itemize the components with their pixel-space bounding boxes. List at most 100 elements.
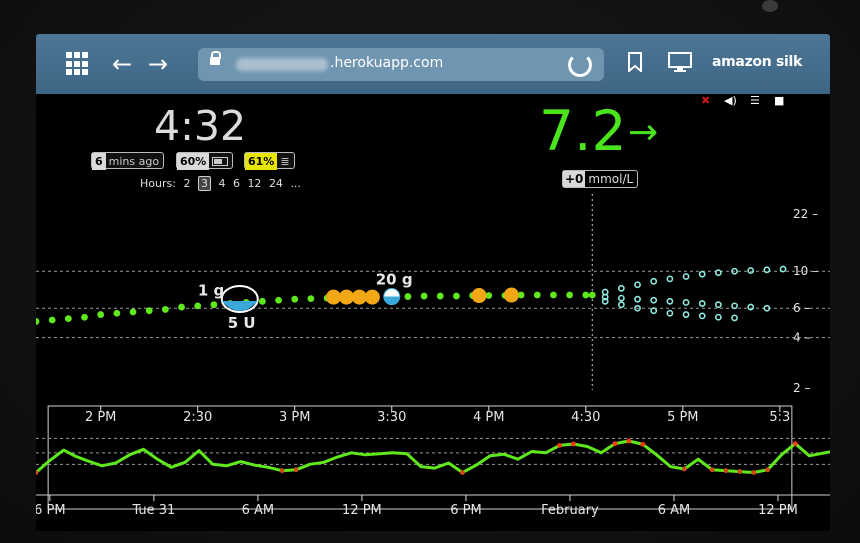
bg-reading-dot — [291, 295, 299, 303]
carb-marker — [503, 287, 519, 303]
bg-reading-dot — [210, 301, 218, 309]
y-tick-label: 4 – — [793, 331, 810, 345]
hours-option[interactable]: 4 — [218, 177, 226, 190]
bg-reading-dot — [64, 315, 72, 323]
bookmark-icon[interactable] — [628, 52, 642, 72]
reading-age-label: mins ago — [108, 155, 160, 168]
carb-marker — [471, 288, 487, 304]
main-chart: 22 – 10 – 6 – 4 – 2 – 5 U1 g 20 g — [36, 194, 830, 395]
overview-tick-label: 6 PM — [450, 503, 481, 518]
carb-marker — [338, 289, 354, 305]
low-reading — [460, 470, 465, 475]
delta-value: +0 — [563, 171, 586, 187]
bg-reading-dot — [81, 313, 88, 321]
back-arrow-icon[interactable]: ← — [112, 50, 133, 78]
hours-option-selected[interactable]: 3 — [197, 176, 211, 191]
reload-icon[interactable] — [568, 53, 592, 77]
menu-icon[interactable]: ☰ — [750, 94, 760, 107]
bg-reading-dot — [588, 291, 596, 299]
carb-marker — [364, 289, 380, 305]
trend-arrow-icon: → — [628, 112, 659, 153]
battery-icon — [212, 157, 229, 166]
overview-tick-label: February — [541, 503, 599, 518]
prediction-dot — [698, 312, 706, 320]
forward-arrow-icon[interactable]: → — [148, 50, 169, 78]
prediction-dot — [682, 311, 690, 318]
speaker-icon[interactable]: ◀) — [724, 94, 737, 107]
bg-reading-dot — [178, 303, 185, 311]
alarm-icon[interactable]: ✖ — [701, 94, 711, 107]
high-reading — [640, 441, 646, 447]
bg-reading-dot — [404, 293, 412, 300]
prediction-dot — [617, 294, 625, 302]
prediction-dot — [747, 267, 755, 274]
prediction-dot — [714, 313, 722, 321]
bg-reading-dot — [145, 307, 153, 315]
battery-value: 60% — [177, 153, 210, 170]
high-reading — [612, 441, 618, 447]
low-reading — [709, 467, 715, 473]
database-icon: ≣ — [280, 155, 290, 168]
storage-value: 61% — [245, 153, 278, 170]
prediction-dot — [698, 300, 706, 307]
lock-icon[interactable]: ■ — [774, 94, 785, 107]
overview-tick-label: 6 AM — [242, 503, 275, 518]
low-reading — [681, 466, 687, 472]
url-text: .herokuapp.com — [330, 55, 444, 71]
prediction-dot — [763, 304, 771, 312]
redacted-subdomain — [236, 58, 328, 71]
x-tick-label: 5:3 — [769, 410, 790, 425]
bg-reading-dot — [36, 318, 40, 325]
x-tick-label: 4 PM — [473, 410, 504, 425]
prediction-dot — [747, 303, 755, 311]
apps-grid-icon[interactable] — [66, 52, 90, 76]
overview-tick-label: 12 PM — [342, 503, 382, 518]
bg-reading-dot — [194, 302, 202, 310]
hours-option[interactable]: 12 — [247, 177, 262, 190]
hours-option[interactable]: 24 — [268, 177, 283, 190]
low-reading — [293, 467, 299, 473]
overview-tick-label: 12 PM — [758, 503, 798, 518]
hours-option[interactable]: ... — [290, 177, 301, 190]
prediction-dot — [731, 314, 738, 322]
prediction-dot — [617, 301, 625, 309]
x-tick-label: 5 PM — [667, 410, 698, 425]
battery-pill: 60% — [176, 152, 234, 170]
prediction-dot — [731, 302, 738, 310]
focus-window — [47, 405, 793, 510]
bg-reading-dot — [258, 297, 266, 305]
display-mode-icon[interactable] — [668, 52, 692, 72]
reading-age-value: 6 — [92, 153, 106, 170]
reading-age-pill: 6 mins ago — [91, 152, 165, 170]
y-tick-label: 10 – — [793, 264, 818, 278]
x-tick-label: 3:30 — [377, 410, 406, 425]
bg-reading-dot — [436, 292, 444, 300]
low-reading — [737, 469, 743, 474]
prediction-dot — [666, 309, 674, 317]
hours-option[interactable]: 2 — [183, 177, 191, 190]
glucose-charts: 22 – 10 – 6 – 4 – 2 – 5 U1 g 20 g 2 PM 2:30 3 PM… — [36, 194, 830, 518]
bg-reading-dot — [453, 292, 460, 300]
prediction-dot — [682, 273, 690, 280]
x-tick-label: 3 PM — [279, 410, 310, 425]
prediction-dot — [650, 307, 658, 315]
carb-label: 20 g — [376, 271, 413, 289]
prediction-dot — [666, 275, 674, 283]
x-tick-label: 2 PM — [85, 410, 116, 425]
high-reading — [557, 443, 562, 448]
prediction-dot — [634, 295, 641, 303]
hours-option[interactable]: 6 — [232, 177, 240, 190]
bg-reading-dot — [517, 291, 525, 299]
low-reading — [751, 470, 757, 475]
x-tick-label: 4:30 — [571, 410, 600, 425]
x-tick-label: 2:30 — [183, 410, 212, 425]
bg-reading-dot — [129, 308, 137, 316]
bolus-label: 5 U — [228, 314, 256, 332]
bg-reading-dot — [485, 292, 493, 299]
address-bar[interactable]: .herokuapp.com — [198, 48, 604, 81]
low-reading — [723, 468, 729, 474]
bg-reading-dot — [420, 292, 428, 300]
low-reading — [279, 468, 285, 474]
overview-chart: 2 PM 2:30 3 PM 3:30 4 PM 4:30 5 PM 5:3 6 PM Tue 3… — [36, 405, 830, 518]
